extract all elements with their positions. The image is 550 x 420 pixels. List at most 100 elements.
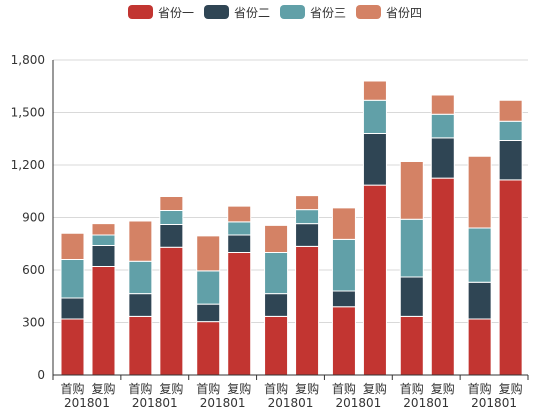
bar-segment bbox=[467, 227, 492, 283]
bar-segment bbox=[467, 318, 492, 376]
bar-segment bbox=[128, 260, 153, 295]
x-category-label: 首购 bbox=[196, 381, 220, 396]
bar-segment bbox=[295, 245, 320, 376]
bar-segment bbox=[467, 281, 492, 320]
x-category-label: 首购 bbox=[128, 381, 152, 396]
x-period-label: 201801 bbox=[64, 396, 110, 410]
bar-segment bbox=[430, 113, 455, 139]
legend-swatch bbox=[204, 5, 229, 19]
bar-segment bbox=[91, 245, 116, 267]
bar-segment bbox=[295, 195, 320, 211]
bar-segment bbox=[264, 293, 289, 317]
bar-segment bbox=[60, 297, 85, 320]
bar-segment bbox=[399, 276, 424, 317]
bar-segment bbox=[430, 137, 455, 179]
x-period-label: 201801 bbox=[403, 396, 449, 410]
y-tick-label: 1,500 bbox=[11, 106, 45, 120]
bar-segment bbox=[498, 140, 523, 181]
x-period-label: 201801 bbox=[132, 396, 178, 410]
x-category-label: 复购 bbox=[431, 381, 455, 396]
bar-segment bbox=[498, 179, 523, 376]
legend-label: 省份四 bbox=[386, 6, 422, 20]
x-category-label: 首购 bbox=[332, 381, 356, 396]
x-period-label: 201801 bbox=[335, 396, 381, 410]
legend-label: 省份一 bbox=[158, 6, 194, 20]
bar-segment bbox=[264, 224, 289, 253]
x-category-label: 首购 bbox=[400, 381, 424, 396]
x-category-label: 首购 bbox=[60, 381, 84, 396]
bar-segment bbox=[399, 161, 424, 220]
x-period-label: 201801 bbox=[268, 396, 314, 410]
bar-segment bbox=[331, 238, 356, 292]
bar-segment bbox=[295, 209, 320, 225]
x-category-label: 首购 bbox=[264, 381, 288, 396]
bar-segment bbox=[362, 184, 387, 376]
bar-segment bbox=[128, 293, 153, 317]
bar-segment bbox=[362, 99, 387, 134]
legend-label: 省份二 bbox=[234, 6, 270, 20]
bar-segment bbox=[399, 218, 424, 278]
bar-segment bbox=[196, 303, 221, 323]
bar-segment bbox=[498, 99, 523, 122]
bar-segment bbox=[60, 259, 85, 299]
grid bbox=[53, 59, 528, 323]
bar-segment bbox=[264, 315, 289, 376]
y-tick-label: 600 bbox=[22, 263, 45, 277]
y-tick-label: 0 bbox=[37, 368, 45, 382]
x-category-label: 复购 bbox=[159, 381, 183, 396]
bar-segment bbox=[159, 210, 184, 225]
legend-swatch bbox=[128, 5, 153, 19]
bar-segment bbox=[498, 120, 523, 141]
x-category-label: 复购 bbox=[91, 381, 115, 396]
bar-segment bbox=[60, 232, 85, 260]
y-tick-label: 1,800 bbox=[11, 53, 45, 67]
x-period-label: 201801 bbox=[471, 396, 517, 410]
bar-segment bbox=[295, 223, 320, 247]
bar-segment bbox=[227, 205, 252, 223]
bar-segment bbox=[128, 315, 153, 376]
y-tick-label: 900 bbox=[22, 211, 45, 225]
legend-swatch bbox=[280, 5, 305, 19]
bar-segment bbox=[196, 321, 221, 376]
bars bbox=[60, 80, 523, 376]
x-category-label: 复购 bbox=[295, 381, 319, 396]
bar-segment bbox=[430, 94, 455, 115]
bar-segment bbox=[60, 318, 85, 376]
axes bbox=[52, 60, 529, 380]
bar-segment bbox=[399, 315, 424, 376]
bar-segment bbox=[227, 221, 252, 236]
bar-segment bbox=[91, 234, 116, 246]
bar-segment bbox=[91, 223, 116, 236]
y-axis-labels: 0 300 600 900 1,200 1,500 1,800 bbox=[11, 53, 45, 382]
bar-segment bbox=[331, 290, 356, 308]
bar-segment bbox=[467, 155, 492, 229]
bar-segment bbox=[196, 270, 221, 305]
x-category-label: 复购 bbox=[363, 381, 387, 396]
bar-segment bbox=[430, 177, 455, 376]
bar-segment bbox=[159, 224, 184, 248]
legend-label: 省份三 bbox=[310, 6, 346, 20]
x-category-label: 首购 bbox=[468, 381, 492, 396]
bar-segment bbox=[331, 306, 356, 376]
bar-segment bbox=[91, 266, 116, 376]
legend-swatch bbox=[356, 5, 381, 19]
bar-segment bbox=[196, 235, 221, 272]
bar-segment bbox=[227, 234, 252, 253]
legend: 省份一 省份二 省份三 省份四 bbox=[128, 5, 422, 20]
bar-segment bbox=[331, 207, 356, 240]
bar-segment bbox=[227, 252, 252, 376]
y-tick-label: 1,200 bbox=[11, 158, 45, 172]
y-tick-label: 300 bbox=[22, 316, 45, 330]
bar-segment bbox=[362, 133, 387, 186]
bar-segment bbox=[362, 80, 387, 101]
x-period-label: 201801 bbox=[200, 396, 246, 410]
bar-segment bbox=[128, 220, 153, 262]
bar-segment bbox=[159, 196, 184, 211]
bar-segment bbox=[264, 252, 289, 295]
bar-segment bbox=[159, 246, 184, 376]
x-category-label: 复购 bbox=[227, 381, 251, 396]
x-category-label: 复购 bbox=[499, 381, 523, 396]
